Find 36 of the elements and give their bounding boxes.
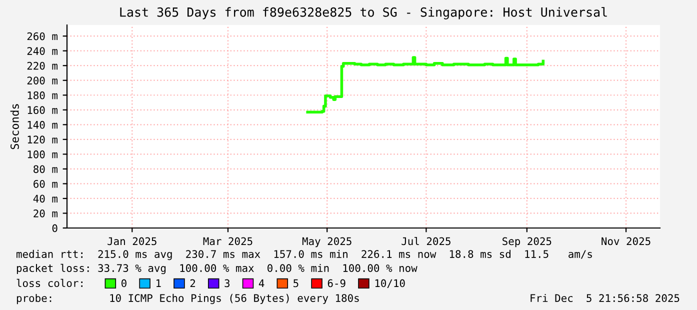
- y-tick-label: 220 m: [27, 62, 58, 70]
- y-tick-label: 240 m: [27, 47, 58, 55]
- y-tick-label: 160 m: [28, 106, 58, 114]
- legend-label: 6-9: [328, 279, 346, 288]
- y-tick-label: 0: [52, 224, 58, 232]
- text: probe:: [16, 294, 52, 304]
- y-tick-label: 40 m: [33, 194, 58, 203]
- legend-label: 3: [224, 279, 230, 288]
- y-tick-label: 100 m: [28, 150, 58, 158]
- text: 10 ICMP Echo Pings (56 Bytes) every 180s: [110, 294, 359, 304]
- legend-label: 10/10: [375, 279, 405, 288]
- legend-label: 4: [258, 279, 264, 288]
- y-tick-label: 260 m: [27, 32, 58, 40]
- y-tick-label: 20 m: [34, 209, 58, 218]
- text: Fri Dec 5 21:56:58 2025: [530, 294, 680, 302]
- y-tick-label: 180 m: [28, 91, 58, 100]
- x-tick-label: Jan 2025: [108, 237, 156, 246]
- legend-label: 0: [122, 279, 126, 288]
- x-tick-label: Jul 2025: [402, 237, 450, 246]
- legend-title: loss color:: [16, 278, 82, 288]
- y-tick-label: 200 m: [27, 76, 58, 84]
- y-tick-label: 140 m: [28, 120, 58, 129]
- x-tick-label: Sep 2025: [502, 237, 552, 248]
- x-tick-label: May 2025: [302, 237, 352, 248]
- legend-label: 5: [294, 279, 298, 288]
- y-axis-title: Seconds: [10, 104, 19, 150]
- y-tick-label: 80 m: [34, 165, 58, 174]
- legend-label: 2: [190, 279, 196, 288]
- x-tick-label: Nov 2025: [602, 237, 650, 246]
- legend-label: 1: [156, 279, 161, 288]
- text: packet loss: 33.73 % avg 100.00 % max 0.00 % min 100.00 % now: [16, 264, 418, 274]
- text: median rtt: 215.0 ms avg 230.7 ms max 157.0 ms min 226.1 ms now 18.8 ms sd 11.5 am/s: [16, 250, 592, 260]
- y-tick-label: 120 m: [28, 136, 58, 144]
- y-tick-label: 60 m: [34, 180, 58, 188]
- chart-title: Last 365 Days from f89e6328e825 to SG - Singapore: Host Universal: [120, 7, 607, 20]
- x-tick-label: Mar 2025: [203, 237, 252, 246]
